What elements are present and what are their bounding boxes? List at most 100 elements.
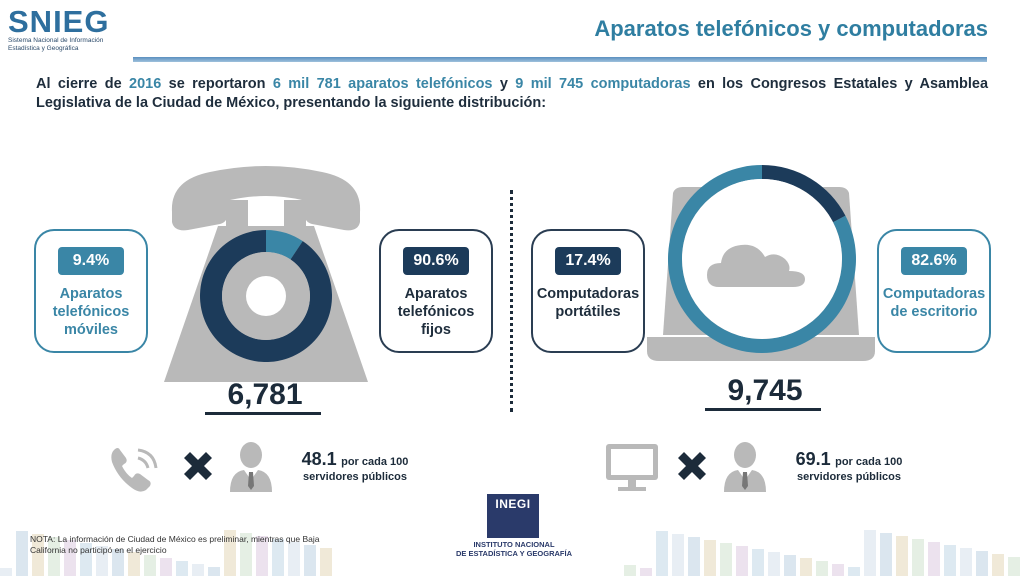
donut-slice: [200, 230, 332, 362]
decorative-bar: [208, 567, 220, 576]
computers-ratio-unit: por cada 100: [835, 456, 903, 468]
decorative-bar: [176, 561, 188, 576]
computers-ratio-label: servidores públicos: [797, 471, 901, 483]
decorative-bar: [640, 568, 652, 576]
monitor-icon: [606, 444, 658, 491]
decorative-bar: [832, 564, 844, 576]
phones-donut: [200, 230, 332, 362]
intro-year: 2016: [129, 76, 162, 92]
label-line: portátiles: [555, 304, 621, 320]
decorative-bar: [112, 549, 124, 576]
multiply-icon: [678, 452, 706, 480]
laptops-percent: 17.4%: [555, 247, 621, 275]
inegi-name: INSTITUTO NACIONAL DE ESTADÍSTICA Y GEOG…: [440, 540, 588, 558]
decorative-bar: [48, 537, 60, 576]
decorative-bar: [144, 555, 156, 576]
cloud-icon: [707, 244, 805, 287]
phone-icon: [111, 448, 158, 492]
decorative-bar: [672, 534, 684, 576]
phones-ratio: 48.1 por cada 100 servidores públicos: [290, 449, 420, 485]
intro-computers: 9 mil 745 computadoras: [515, 76, 691, 92]
mobile-phones-label: Aparatos telefónicos móviles: [36, 285, 146, 339]
card-laptops: 17.4% Computadoras portátiles: [531, 229, 645, 353]
card-mobile-phones: 9.4% Aparatos telefónicos móviles: [34, 229, 148, 353]
donut-slice: [266, 230, 303, 260]
decorative-bar: [288, 542, 300, 576]
decorative-bar: [16, 531, 28, 576]
decorative-bar: [240, 533, 252, 576]
snieg-logo: SNIEG: [8, 4, 110, 39]
desktops-label: Computadoras de escritorio: [879, 285, 989, 321]
decorative-bar: [736, 546, 748, 576]
user-icon: [724, 442, 766, 492]
telephone-icon: [164, 166, 368, 382]
computers-total-rule: [705, 408, 821, 411]
decorative-bar: [784, 555, 796, 576]
computers-total: 9,745: [727, 374, 803, 407]
fixed-phones-percent: 90.6%: [403, 247, 469, 275]
donut-slice: [762, 165, 846, 223]
intro-text: en los Congresos Estatales y Asamblea Le…: [36, 76, 989, 111]
decorative-bar: [256, 536, 268, 576]
logo-subtitle-line: Sistema Nacional de Información: [8, 37, 104, 44]
inegi-acronym: INEGI: [495, 497, 531, 511]
intro-text: y: [492, 76, 516, 92]
decorative-bar: [656, 531, 668, 576]
decorative-bar: [944, 545, 956, 576]
decorative-bar: [192, 564, 204, 576]
decorative-bar: [1008, 557, 1020, 576]
inegi-name-line: INSTITUTO NACIONAL: [473, 540, 555, 549]
card-fixed-phones: 90.6% Aparatos telefónicos fijos: [379, 229, 493, 353]
decorative-bar: [160, 558, 172, 576]
laptops-label: Computadoras portátiles: [533, 285, 643, 321]
decorative-bar: [992, 554, 1004, 576]
decorative-bar: [80, 543, 92, 576]
label-line: Computadoras: [536, 286, 640, 302]
decorative-bars: [0, 530, 1020, 576]
intro-paragraph: Al cierre de 2016 se reportaron 6 mil 78…: [36, 75, 988, 113]
decorative-bar: [688, 537, 700, 576]
phones-total-rule: [205, 412, 321, 415]
decorative-bar: [304, 545, 316, 576]
label-line: Computadoras: [882, 286, 986, 302]
label-line: de escritorio: [890, 304, 978, 320]
laptop-icon: [647, 165, 875, 361]
decorative-bar: [864, 530, 876, 576]
multiply-icon: [184, 452, 212, 480]
desktops-percent: 82.6%: [901, 247, 967, 275]
phones-ratio-unit: por cada 100: [341, 456, 409, 468]
decorative-bar: [960, 548, 972, 576]
decorative-bar: [96, 546, 108, 576]
inegi-name-line: DE ESTADÍSTICA Y GEOGRAFÍA: [456, 549, 572, 558]
footnote: NOTA: La información de Ciudad de México…: [30, 534, 320, 555]
label-line: Aparatos: [59, 286, 123, 302]
label-line: fijos: [421, 322, 451, 338]
label-line: telefónicos: [52, 304, 130, 320]
intro-text: Al cierre de: [36, 76, 130, 92]
decorative-bar: [624, 565, 636, 576]
label-line: móviles: [64, 322, 118, 338]
intro-text: se reportaron: [161, 76, 273, 92]
decorative-bar: [800, 558, 812, 576]
computers-ratio: 69.1 por cada 100 servidores públicos: [784, 449, 914, 485]
page-title: Aparatos telefónicos y computadoras: [594, 16, 988, 41]
phones-ratio-value: 48.1: [301, 449, 337, 469]
card-desktops: 82.6% Computadoras de escritorio: [877, 229, 991, 353]
decorative-bar: [720, 543, 732, 576]
decorative-bar: [0, 568, 12, 576]
decorative-bar: [768, 552, 780, 576]
decorative-bar: [224, 530, 236, 576]
decorative-bar: [272, 539, 284, 576]
computers-ratio-value: 69.1: [795, 449, 831, 469]
header-rule: [133, 57, 987, 62]
user-icon: [230, 442, 272, 492]
phones-total: 6,781: [227, 378, 303, 411]
phones-ratio-label: servidores públicos: [303, 471, 407, 483]
label-line: Aparatos: [404, 286, 468, 302]
decorative-bar: [816, 561, 828, 576]
decorative-bar: [64, 540, 76, 576]
section-divider: [510, 190, 513, 412]
dial-center: [246, 276, 286, 316]
decorative-bar: [704, 540, 716, 576]
logo-subtitle-line: Estadística y Geográfica: [8, 45, 79, 52]
